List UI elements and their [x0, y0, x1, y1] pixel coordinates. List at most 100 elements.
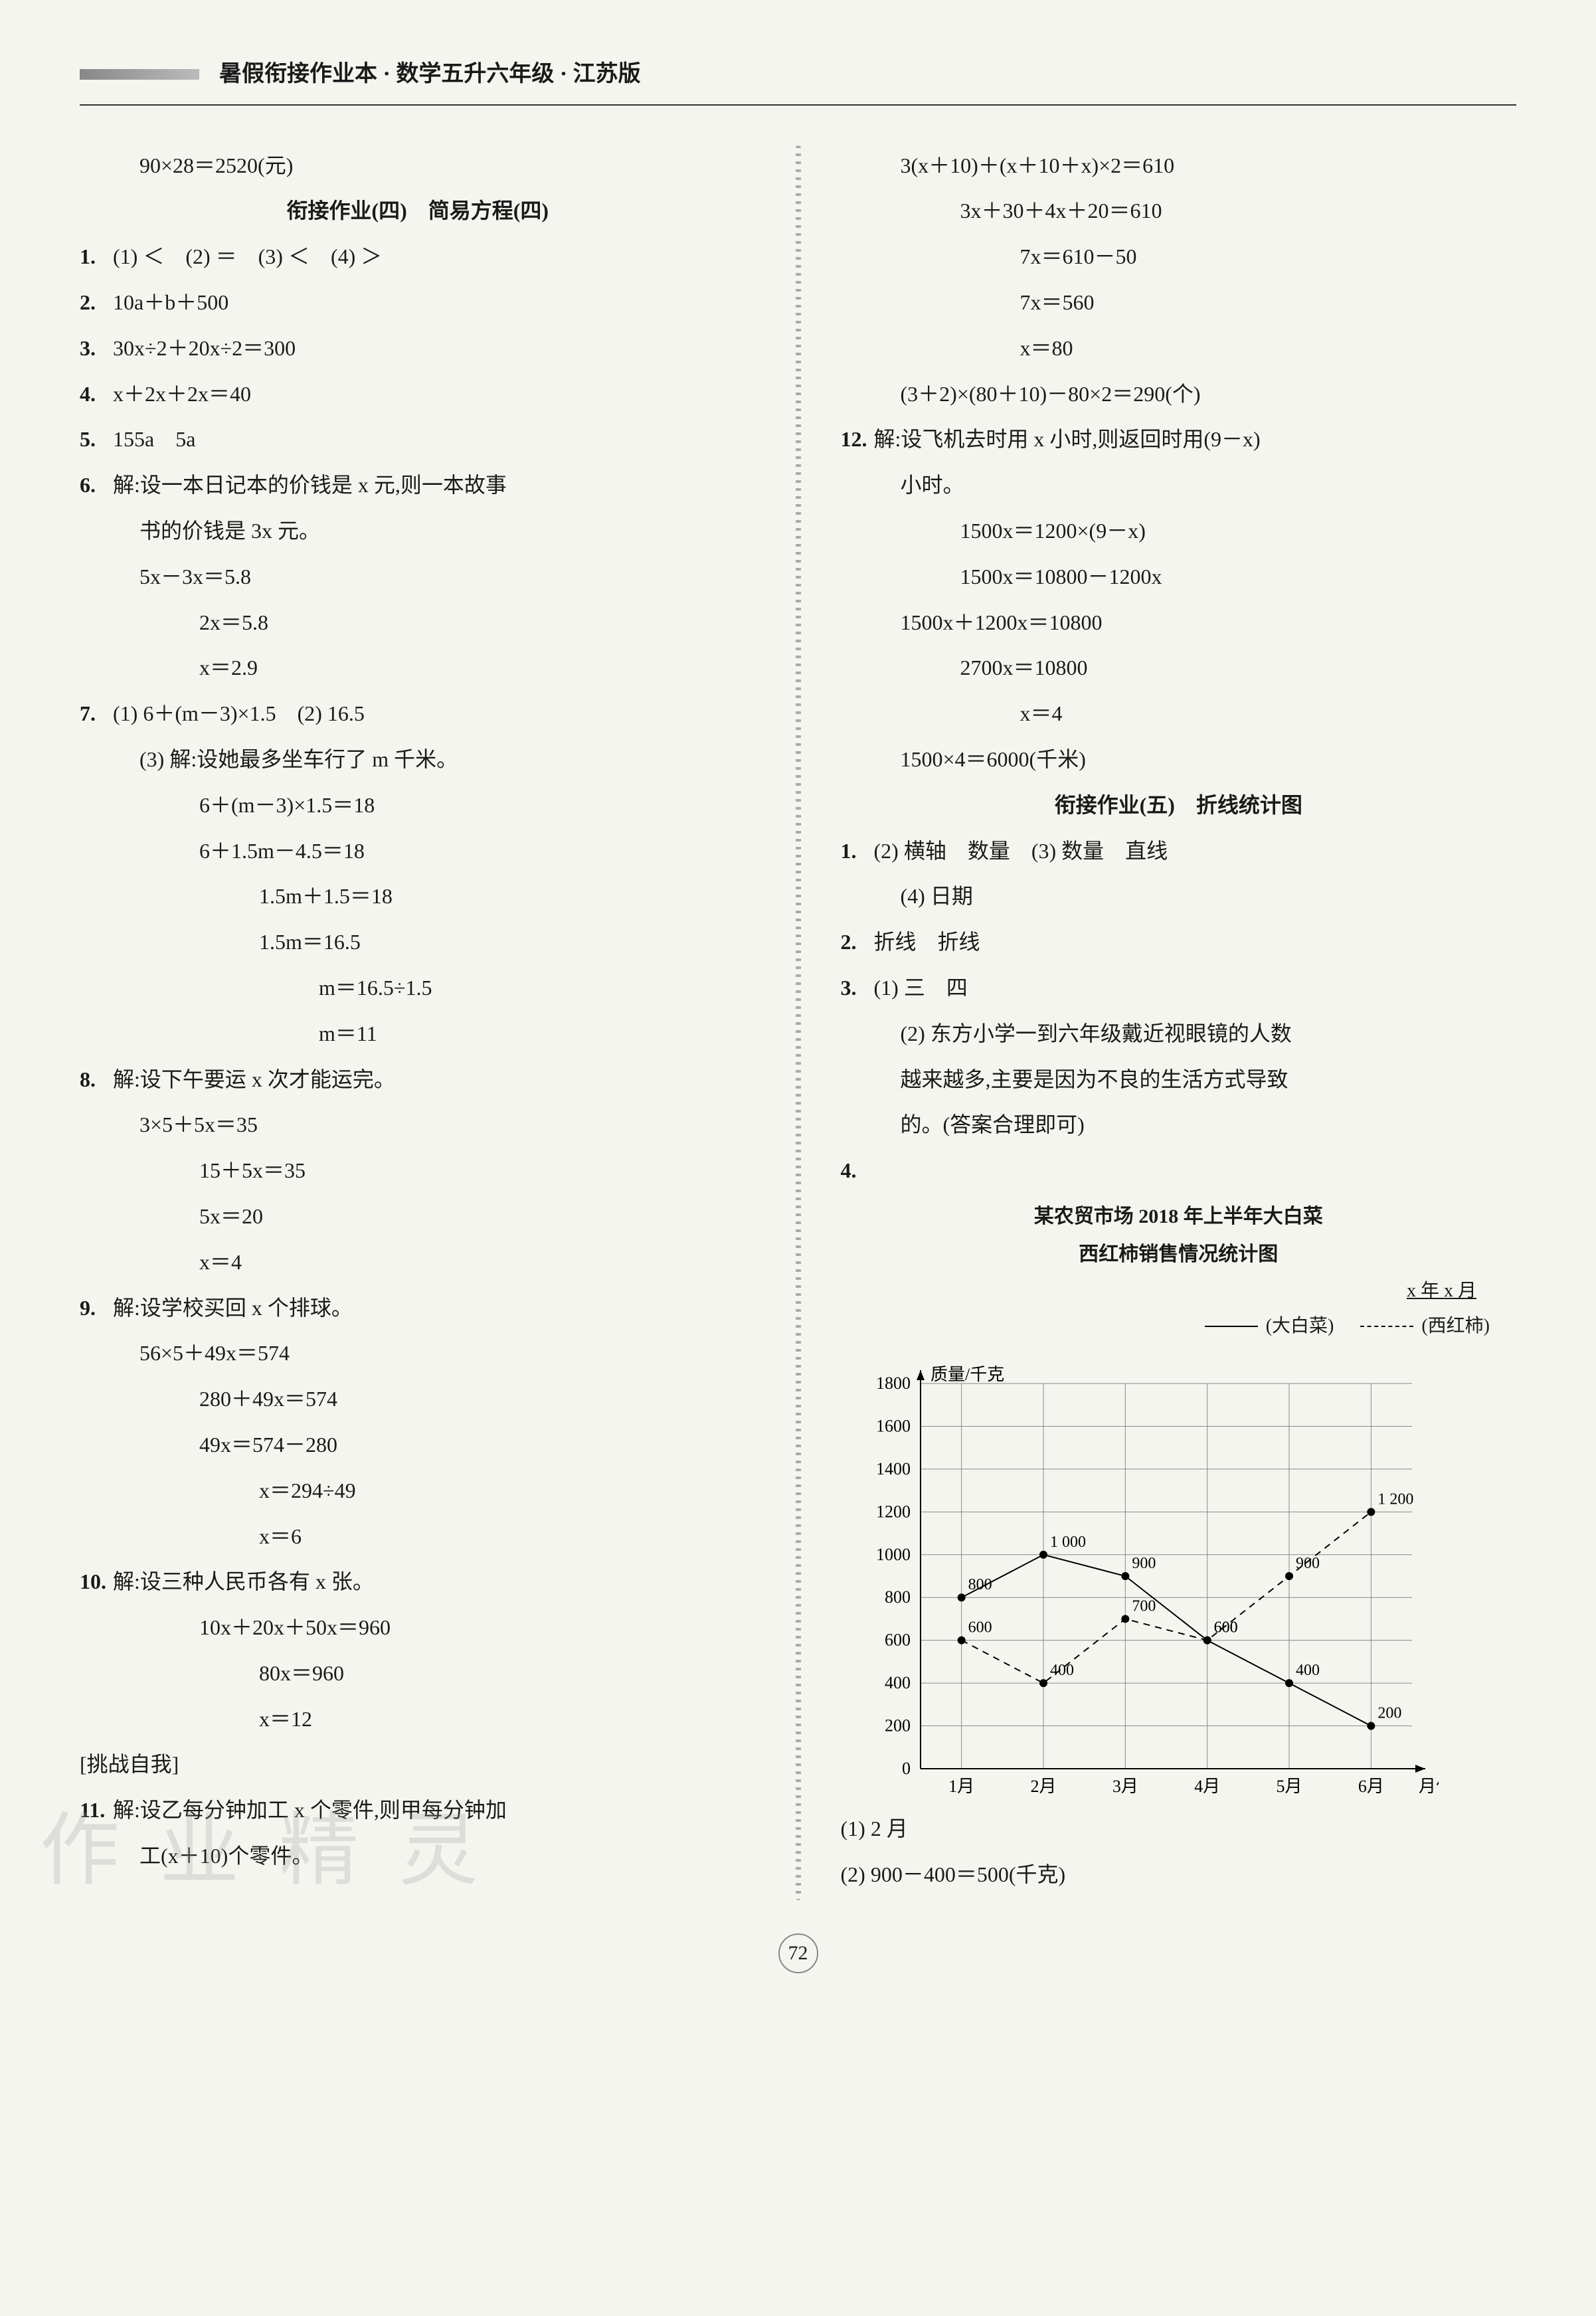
- text-line: 1500x＝1200×(9－x): [841, 511, 1517, 551]
- text-line: 8.解:设下午要运 x 次才能运完。: [80, 1059, 756, 1100]
- text-line: (3) 解:设她最多坐车行了 m 千米。: [80, 739, 756, 780]
- answer: (2) 横轴 数量 (3) 数量 直线: [874, 839, 1168, 863]
- text-line: 1.(2) 横轴 数量 (3) 数量 直线: [841, 831, 1517, 871]
- svg-text:1800: 1800: [876, 1374, 911, 1393]
- svg-text:400: 400: [1050, 1662, 1074, 1679]
- text-line: 3.30x÷2＋20x÷2＝300: [80, 328, 756, 369]
- chart-date: x 年 x 月: [841, 1273, 1517, 1308]
- text-line: x＝4: [80, 1242, 756, 1283]
- answer: (1) 6＋(m－3)×1.5 (2) 16.5: [113, 701, 365, 725]
- text-line: 6.解:设一本日记本的价钱是 x 元,则一本故事: [80, 465, 756, 505]
- text-line: 书的价钱是 3x 元。: [80, 511, 756, 551]
- text-line: 56×5＋49x＝574: [80, 1333, 756, 1374]
- svg-text:1000: 1000: [876, 1545, 911, 1564]
- svg-text:800: 800: [968, 1577, 992, 1594]
- left-column: 90×28＝2520(元) 衔接作业(四) 简易方程(四) 1.(1) ＜ (2…: [80, 145, 756, 1900]
- text-line: 4.: [841, 1150, 1517, 1191]
- svg-text:400: 400: [885, 1673, 911, 1692]
- answer: 解:设三种人民币各有 x 张。: [113, 1569, 374, 1593]
- answer: 折线 折线: [874, 930, 980, 954]
- text-line: 工(x＋10)个零件。: [80, 1836, 756, 1876]
- answer: 155a 5a: [113, 427, 195, 451]
- content-columns: 90×28＝2520(元) 衔接作业(四) 简易方程(四) 1.(1) ＜ (2…: [80, 145, 1516, 1900]
- section-heading: 衔接作业(五) 折线统计图: [841, 785, 1517, 826]
- svg-text:900: 900: [1296, 1555, 1320, 1572]
- page-header: 暑假衔接作业本 · 数学五升六年级 · 江苏版: [80, 53, 1516, 106]
- svg-text:200: 200: [885, 1716, 911, 1736]
- text-line: x＝4: [841, 693, 1517, 734]
- legend-item-dashed: (西红柿): [1360, 1308, 1490, 1344]
- text-line: 3×5＋5x＝35: [80, 1105, 756, 1145]
- svg-text:200: 200: [1377, 1705, 1401, 1722]
- text-line: m＝16.5÷1.5: [80, 968, 756, 1008]
- svg-text:900: 900: [1132, 1555, 1156, 1572]
- text-line: 7.(1) 6＋(m－3)×1.5 (2) 16.5: [80, 693, 756, 734]
- answer: 解:设学校买回 x 个排球。: [113, 1296, 353, 1320]
- answer: 解:设一本日记本的价钱是 x 元,则一本故事: [113, 473, 507, 497]
- header-title: 暑假衔接作业本 · 数学五升六年级 · 江苏版: [219, 53, 641, 96]
- svg-text:1月: 1月: [948, 1777, 974, 1796]
- text-line: 1.5m＝16.5: [80, 922, 756, 962]
- text-line: 7x＝560: [841, 282, 1517, 323]
- text-line: x＝12: [80, 1699, 756, 1739]
- svg-text:800: 800: [885, 1588, 911, 1607]
- text-line: 49x＝574－280: [80, 1425, 756, 1465]
- text-line: 5x＝20: [80, 1196, 756, 1237]
- text-line: 90×28＝2520(元): [80, 145, 756, 186]
- text-line: 7x＝610－50: [841, 236, 1517, 277]
- svg-text:0: 0: [902, 1759, 911, 1778]
- text-line: 越来越多,主要是因为不良的生活方式导致: [841, 1059, 1517, 1100]
- text-line: 1500×4＝6000(千米): [841, 739, 1517, 780]
- text-line: 1.(1) ＜ (2) ＝ (3) ＜ (4) ＞: [80, 236, 756, 277]
- text-line: 10x＋20x＋50x＝960: [80, 1607, 756, 1648]
- column-divider: [796, 145, 801, 1900]
- text-line: (1) 2 月: [841, 1809, 1517, 1849]
- answer: 解:设下午要运 x 次才能运完。: [113, 1067, 395, 1091]
- svg-text:1200: 1200: [876, 1502, 911, 1522]
- svg-text:600: 600: [1213, 1619, 1237, 1637]
- text-line: 1.5m＋1.5＝18: [80, 876, 756, 917]
- text-line: 3(x＋10)＋(x＋10＋x)×2＝610: [841, 145, 1517, 186]
- chart-block: 某农贸市场 2018 年上半年大白菜 西红柿销售情况统计图 x 年 x 月 (大…: [841, 1198, 1517, 1809]
- text-line: 小时。: [841, 465, 1517, 505]
- text-line: 2.10a＋b＋500: [80, 282, 756, 323]
- svg-text:1600: 1600: [876, 1417, 911, 1436]
- text-line: 4.x＋2x＋2x＝40: [80, 374, 756, 414]
- answer: (1) 三 四: [874, 976, 968, 1000]
- answer: 30x÷2＋20x÷2＝300: [113, 336, 296, 360]
- chart-legend: (大白菜) (西红柿): [841, 1308, 1517, 1344]
- svg-text:2月: 2月: [1030, 1777, 1056, 1796]
- text-line: x＝80: [841, 328, 1517, 369]
- svg-text:700: 700: [1132, 1598, 1156, 1615]
- text-line: 3x＋30＋4x＋20＝610: [841, 191, 1517, 231]
- svg-text:600: 600: [968, 1619, 992, 1637]
- svg-text:月份: 月份: [1419, 1777, 1439, 1796]
- text-line: 的。(答案合理即可): [841, 1105, 1517, 1145]
- text-line: 2.折线 折线: [841, 922, 1517, 962]
- text-line: 6＋(m－3)×1.5＝18: [80, 785, 756, 826]
- svg-text:1400: 1400: [876, 1459, 911, 1478]
- chart-subtitle: 西红柿销售情况统计图: [841, 1235, 1517, 1273]
- text-line: 2700x＝10800: [841, 648, 1517, 688]
- text-line: x＝6: [80, 1516, 756, 1557]
- svg-text:3月: 3月: [1112, 1777, 1138, 1796]
- chart-title: 某农贸市场 2018 年上半年大白菜: [841, 1198, 1517, 1235]
- svg-text:6月: 6月: [1358, 1777, 1383, 1796]
- text-line: 3.(1) 三 四: [841, 968, 1517, 1008]
- text-line: 12.解:设飞机去时用 x 小时,则返回时用(9－x): [841, 419, 1517, 460]
- answer: 10a＋b＋500: [113, 290, 228, 314]
- text-line: 15＋5x＝35: [80, 1150, 756, 1191]
- text-line: 280＋49x＝574: [80, 1379, 756, 1419]
- challenge-heading: [挑战自我]: [80, 1744, 756, 1785]
- text-line: 5x－3x＝5.8: [80, 557, 756, 597]
- text-line: (3＋2)×(80＋10)－80×2＝290(个): [841, 374, 1517, 414]
- svg-text:4月: 4月: [1194, 1777, 1220, 1796]
- svg-text:1 200: 1 200: [1377, 1491, 1413, 1508]
- text-line: 9.解:设学校买回 x 个排球。: [80, 1288, 756, 1328]
- answer: 解:设乙每分钟加工 x 个零件,则甲每分钟加: [113, 1798, 507, 1822]
- svg-text:1 000: 1 000: [1050, 1534, 1086, 1551]
- svg-text:600: 600: [885, 1631, 911, 1650]
- text-line: (4) 日期: [841, 876, 1517, 917]
- section-heading: 衔接作业(四) 简易方程(四): [80, 191, 756, 231]
- text-line: (2) 东方小学一到六年级戴近视眼镜的人数: [841, 1014, 1517, 1054]
